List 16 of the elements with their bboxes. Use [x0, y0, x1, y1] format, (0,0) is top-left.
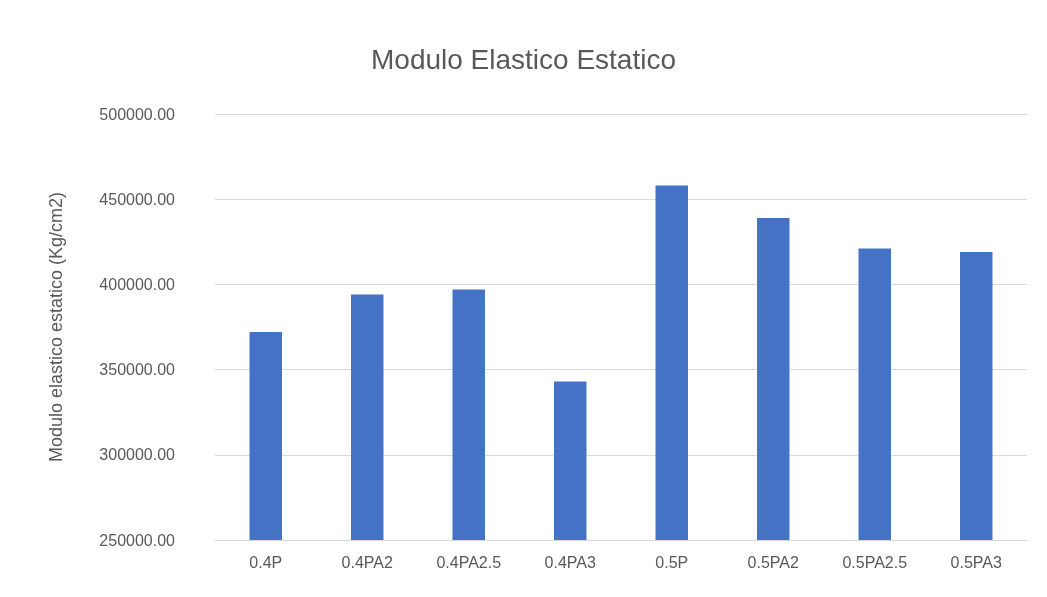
- x-tick-label: 0.5P: [655, 553, 689, 571]
- y-tick-label: 250000.00: [99, 531, 176, 549]
- y-tick-label: 350000.00: [99, 361, 176, 379]
- y-tick-label: 400000.00: [99, 275, 176, 293]
- chart-title: Modulo Elastico Estatico: [370, 43, 677, 75]
- x-tick-label: 0.4PA3: [544, 553, 596, 571]
- x-tick-label: 0.5PA3: [950, 553, 1002, 571]
- x-tick-label: 0.4P: [249, 553, 283, 571]
- x-tick-label: 0.4PA2: [341, 553, 393, 571]
- y-tick-label: 300000.00: [99, 446, 176, 464]
- y-tick-label: 500000.00: [99, 105, 176, 123]
- x-tick-label: 0.4PA2.5: [436, 553, 502, 571]
- x-tick-label: 0.5PA2.5: [842, 553, 908, 571]
- y-tick-label: 450000.00: [99, 190, 176, 208]
- x-tick-label: 0.5PA2: [747, 553, 799, 571]
- y-axis-title: Modulo elastico estatico (Kg/cm2): [46, 191, 66, 463]
